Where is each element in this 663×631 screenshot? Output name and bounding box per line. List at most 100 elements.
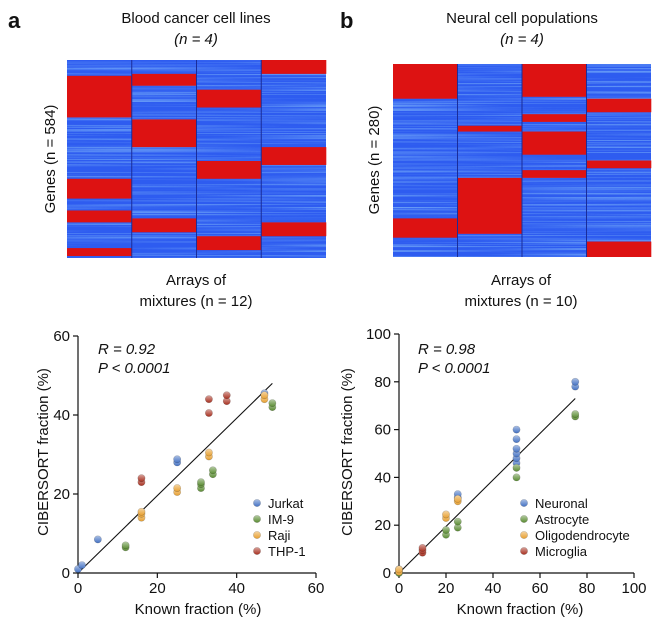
- fit-line: [398, 398, 576, 574]
- data-point-highlight: [260, 391, 269, 399]
- heatmap-red-block: [196, 89, 262, 108]
- x-tick-label: 0: [395, 580, 403, 597]
- data-point-highlight: [442, 526, 450, 534]
- x-tick-label: 40: [485, 580, 502, 597]
- legend-label: Raji: [268, 528, 291, 543]
- x-tick-label: 60: [532, 580, 549, 597]
- heatmap-red-block: [586, 241, 652, 257]
- y-axis-title: CIBERSORT fraction (%): [339, 368, 356, 536]
- data-point-highlight: [137, 508, 146, 516]
- data-point-highlight: [571, 378, 579, 386]
- x-tick-label: 20: [149, 580, 166, 597]
- heatmap-red-block: [196, 160, 262, 179]
- heatmap-red-block: [522, 131, 587, 155]
- data-point-highlight: [223, 397, 231, 405]
- chart-subtitle: Arrays of: [166, 272, 227, 289]
- heatmap-red-block: [67, 248, 133, 257]
- data-point-highlight: [173, 455, 181, 463]
- data-point-highlight: [173, 484, 181, 492]
- panel-a: a Blood cancer cell lines (n = 4) Genes …: [8, 8, 327, 618]
- x-tick-label: 0: [74, 580, 82, 597]
- heatmap-red-block: [261, 147, 327, 165]
- heatmap-title: Neural cell populations: [446, 10, 598, 27]
- y-tick-label: 40: [53, 407, 70, 424]
- heatmap-b: [393, 64, 652, 257]
- heatmap-red-block: [67, 178, 133, 199]
- data-point-highlight: [454, 523, 462, 532]
- legend-label: Microglia: [535, 544, 588, 559]
- heatmap-a: [67, 60, 327, 258]
- data-point-highlight: [78, 561, 86, 569]
- data-point-highlight: [94, 535, 102, 544]
- legend-marker-highlight: [253, 515, 261, 523]
- y-tick-label: 100: [366, 326, 391, 343]
- y-tick-label: 40: [374, 469, 391, 486]
- heatmap-red-block: [261, 222, 327, 237]
- stat-r: R = 0.92: [98, 341, 156, 358]
- data-point-highlight: [418, 544, 427, 552]
- chart-subtitle-2: mixtures (n = 10): [465, 293, 578, 310]
- y-axis-title: CIBERSORT fraction (%): [35, 368, 52, 536]
- heatmap-red-block: [457, 177, 523, 234]
- data-point-highlight: [442, 510, 450, 519]
- scatter-plot-b: 0 20 40 60 80 100 0 20 40 60 80 100 NeuronalAstrocyt…: [366, 326, 647, 597]
- legend-label: Jurkat: [268, 496, 304, 511]
- heatmap-red-block: [261, 60, 327, 74]
- panel-letter: b: [340, 8, 353, 33]
- legend-marker-highlight: [520, 499, 528, 507]
- legend-label: THP-1: [268, 544, 306, 559]
- chart-subtitle: Arrays of: [491, 272, 552, 289]
- legend-label: Astrocyte: [535, 512, 589, 527]
- x-tick-label: 60: [308, 580, 325, 597]
- legend-label: IM-9: [268, 512, 294, 527]
- y-tick-label: 0: [383, 565, 391, 582]
- data-point-highlight: [205, 395, 213, 403]
- legend-marker-highlight: [253, 547, 261, 555]
- stat-p: P < 0.0001: [98, 360, 170, 377]
- x-tick-label: 100: [621, 580, 646, 597]
- heatmap-red-block: [196, 236, 262, 251]
- heatmap-red-block: [522, 114, 587, 122]
- y-tick-label: 20: [53, 486, 70, 503]
- panel-b: b Neural cell populations (n = 4) Genes …: [339, 8, 652, 618]
- legend-marker-highlight: [253, 531, 261, 539]
- data-point-highlight: [197, 478, 205, 486]
- x-axis-title: Known fraction (%): [135, 601, 262, 618]
- legend-marker-highlight: [520, 547, 528, 555]
- x-tick-label: 80: [579, 580, 596, 597]
- heatmap-red-block: [131, 119, 197, 148]
- x-axis-title: Known fraction (%): [457, 601, 584, 618]
- data-point-highlight: [571, 410, 579, 418]
- legend-marker-highlight: [520, 515, 528, 523]
- heatmap-red-block: [522, 64, 587, 97]
- heatmap-red-block: [457, 125, 523, 132]
- legend-marker-highlight: [253, 499, 261, 507]
- heatmap-red-block: [586, 160, 652, 169]
- data-point-highlight: [268, 399, 276, 407]
- data-point-highlight: [512, 473, 521, 481]
- y-tick-label: 20: [374, 517, 391, 534]
- heatmap-red-block: [131, 218, 197, 233]
- heatmap-red-block: [586, 98, 652, 113]
- x-tick-label: 20: [438, 580, 455, 597]
- heatmap-red-block: [522, 170, 587, 178]
- data-point-highlight: [512, 464, 521, 472]
- legend-label: Oligodendrocyte: [535, 528, 630, 543]
- legend-marker-highlight: [520, 531, 528, 539]
- data-point-highlight: [512, 435, 521, 443]
- heatmap-red-block: [67, 210, 133, 223]
- data-point-highlight: [205, 409, 213, 417]
- heatmap-ylabel: Genes (n = 584): [42, 105, 59, 214]
- y-tick-label: 60: [374, 422, 391, 439]
- heatmap-red-block: [131, 73, 197, 86]
- heatmap-red-block: [67, 75, 133, 118]
- data-point-highlight: [512, 426, 521, 434]
- x-tick-label: 40: [228, 580, 245, 597]
- stat-p: P < 0.0001: [418, 360, 490, 377]
- legend-label: Neuronal: [535, 496, 588, 511]
- data-point-highlight: [122, 541, 130, 549]
- fit-line: [77, 383, 273, 574]
- heatmap-red-block: [393, 218, 458, 238]
